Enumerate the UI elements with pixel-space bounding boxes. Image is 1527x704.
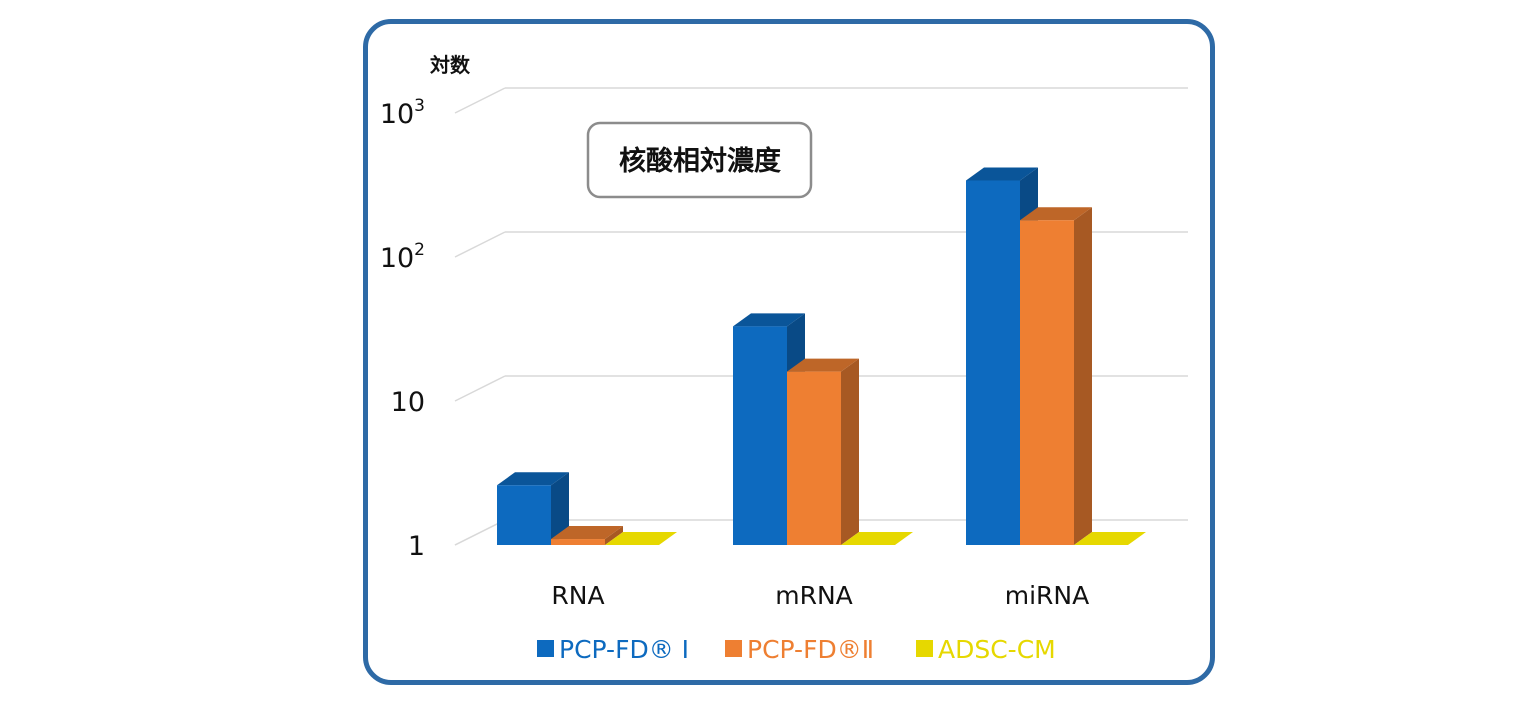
category-label: mRNA <box>775 581 853 610</box>
bar-front <box>551 539 605 545</box>
y-tick-label: 103 <box>380 96 425 130</box>
bar <box>1020 207 1092 545</box>
bar-side <box>1074 207 1092 545</box>
legend-swatch <box>916 640 933 657</box>
legend-swatch <box>537 640 554 657</box>
bar-top <box>497 472 569 486</box>
bar-top <box>966 167 1038 181</box>
bar-top <box>1074 532 1146 545</box>
legend-item: ADSC-CM <box>916 635 1056 664</box>
bar-side <box>551 472 569 545</box>
bar-side <box>841 358 859 545</box>
y-axis-label: 対数 <box>429 53 471 77</box>
bar <box>551 526 623 545</box>
legend-label: PCP-FD® Ⅰ <box>559 635 689 664</box>
gridline-depth <box>454 87 506 114</box>
legend-item: PCP-FD®Ⅱ <box>725 635 874 664</box>
bar <box>841 532 913 545</box>
category-label: miRNA <box>1005 581 1089 610</box>
y-tick-label: 102 <box>380 240 425 274</box>
bar-top <box>551 526 623 540</box>
bar <box>787 358 859 545</box>
chart-title: 核酸相対濃度 <box>619 145 781 177</box>
bar-top <box>1020 207 1092 221</box>
chart-title-box: 核酸相対濃度 <box>586 121 813 199</box>
bar <box>605 532 677 545</box>
category-labels: RNA mRNA miRNA <box>551 581 1089 610</box>
y-tick-label: 10 <box>391 387 425 418</box>
bar-front <box>787 371 841 545</box>
bar-top <box>787 358 859 372</box>
bar-side <box>605 526 623 545</box>
gridline-depth <box>454 375 506 402</box>
bar-front <box>733 326 787 545</box>
bar-front <box>497 485 551 545</box>
bar <box>497 472 569 545</box>
legend-item: PCP-FD® Ⅰ <box>537 635 689 664</box>
bar-top <box>605 532 677 545</box>
bar-top <box>841 532 913 545</box>
legend: PCP-FD® Ⅰ PCP-FD®Ⅱ ADSC-CM <box>537 635 1056 664</box>
floor-edge <box>454 519 506 546</box>
bar-front <box>966 180 1020 545</box>
category-label: RNA <box>551 581 604 610</box>
y-axis: 1 10 102 103 <box>380 96 425 562</box>
bar-front <box>1020 220 1074 545</box>
bars <box>497 167 1146 545</box>
legend-swatch <box>725 640 742 657</box>
legend-label: PCP-FD®Ⅱ <box>747 635 874 664</box>
y-tick-label: 1 <box>408 531 425 562</box>
bar <box>1074 532 1146 545</box>
gridline-depth <box>454 231 506 258</box>
bar-top <box>733 313 805 327</box>
legend-label: ADSC-CM <box>938 635 1056 664</box>
